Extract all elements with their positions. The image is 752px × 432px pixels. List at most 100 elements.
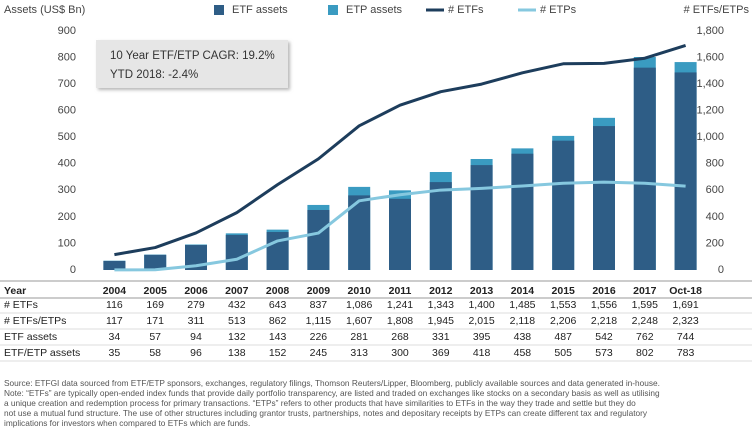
y2-tick-label: 1,000 [696, 131, 724, 143]
x-tick-label: 2009 [307, 285, 331, 297]
y-axis-label: Assets (US$ Bn) [4, 4, 85, 16]
table-cell: 2,218 [591, 315, 617, 327]
legend-label: # ETPs [540, 4, 577, 16]
table-cell: 169 [146, 299, 164, 311]
table-cell: 226 [310, 331, 328, 343]
x-tick-label: 2011 [389, 285, 412, 297]
y2-tick-label: 0 [718, 264, 724, 276]
footnote: a unique creation and redemption process… [4, 398, 636, 408]
x-tick-label: 2005 [144, 285, 168, 297]
annotation: 10 Year ETF/ETP CAGR: 19.2% [110, 50, 275, 62]
table-cell: 245 [310, 347, 328, 359]
table-cell: 1,691 [672, 299, 698, 311]
table-cell: 171 [146, 315, 164, 327]
y2-tick-label: 400 [706, 211, 724, 223]
table-cell: 1,086 [346, 299, 372, 311]
table-row-label: ETF assets [4, 331, 57, 343]
annotation: YTD 2018: -2.4% [110, 69, 198, 81]
table-cell: 281 [350, 331, 368, 343]
table-cell: 862 [269, 315, 287, 327]
table-cell: 2,323 [672, 315, 698, 327]
table-cell: 418 [473, 347, 491, 359]
y2-tick-label: 200 [706, 237, 724, 249]
bar [593, 126, 615, 271]
annotation-box [96, 40, 288, 88]
table-cell: 268 [391, 331, 409, 343]
table-cell: 132 [228, 331, 246, 343]
table-cell: 487 [554, 331, 572, 343]
bar [103, 260, 126, 270]
bar [674, 72, 697, 270]
table-cell: 1,553 [550, 299, 576, 311]
table-cell: 762 [636, 331, 654, 343]
y-tick-label: 900 [58, 25, 76, 37]
table-cell: 96 [190, 347, 202, 359]
table-cell: 1,115 [306, 315, 332, 327]
table-cell: 2,118 [510, 315, 536, 327]
x-tick-label: 2004 [103, 285, 127, 297]
table-cell: 2,248 [632, 315, 658, 327]
table-cell: 513 [228, 315, 246, 327]
table-cell: 311 [188, 315, 205, 327]
table-cell: 138 [228, 347, 246, 359]
y2-tick-label: 1,200 [696, 105, 724, 117]
x-tick-label: 2010 [348, 285, 372, 297]
table-cell: 331 [432, 331, 450, 343]
table-cell: 300 [391, 347, 409, 359]
y-tick-label: 400 [58, 158, 76, 170]
line [114, 44, 687, 257]
table-cell: 34 [109, 331, 121, 343]
y-tick-label: 500 [58, 131, 76, 143]
bar [348, 195, 371, 270]
table-row-label: ETF/ETP assets [4, 347, 80, 359]
table-cell: 573 [595, 347, 613, 359]
x-tick-label: 2008 [266, 285, 290, 297]
x-tick-label: 2014 [511, 285, 535, 297]
legend-swatch [214, 5, 224, 15]
table-cell: 117 [106, 315, 123, 327]
table-cell: 1,400 [468, 299, 494, 311]
line [114, 180, 686, 272]
footnote: implications for investors when compared… [4, 418, 250, 428]
x-tick-label: 2015 [552, 285, 576, 297]
y2-tick-label: 1,600 [696, 51, 724, 63]
x-tick-label: Oct-18 [669, 285, 702, 297]
table-cell: 58 [149, 347, 161, 359]
table-cell: 1,241 [387, 299, 413, 311]
bar [470, 165, 493, 270]
bar [552, 140, 575, 270]
y2-tick-label: 1,400 [696, 78, 724, 90]
table-cell: 1,945 [428, 315, 454, 327]
table-cell: 116 [106, 299, 123, 311]
table-cell: 505 [554, 347, 572, 359]
legend-label: ETP assets [346, 4, 403, 16]
y2-tick-label: 800 [706, 158, 724, 170]
bar [389, 198, 411, 270]
bar [144, 254, 167, 270]
x-tick-label: 2006 [184, 285, 208, 297]
y-tick-label: 100 [58, 237, 76, 249]
y-tick-label: 0 [70, 264, 76, 276]
table-cell: 783 [677, 347, 695, 359]
footnote: Note: “ETFs” are typically open-ended in… [4, 388, 660, 398]
x-tick-label: 2012 [429, 285, 453, 297]
table-cell: 542 [595, 331, 613, 343]
table-cell: 279 [187, 299, 205, 311]
table-cell: 94 [190, 331, 202, 343]
y-tick-label: 800 [58, 51, 76, 63]
table-cell: 395 [473, 331, 491, 343]
y2-axis-label: # ETFs/ETPs [684, 4, 750, 16]
table-cell: 152 [269, 347, 287, 359]
table-cell: 438 [514, 331, 532, 343]
table-cell: 802 [636, 347, 654, 359]
y2-tick-label: 1,800 [696, 25, 724, 37]
table-cell: 1,808 [387, 315, 413, 327]
bar [307, 209, 330, 270]
table-cell: 1,343 [428, 299, 454, 311]
y-tick-label: 700 [58, 78, 76, 90]
x-tick-label: 2013 [470, 285, 494, 297]
footnote: not use a mutual fund structure. The use… [4, 408, 648, 418]
table-cell: 837 [310, 299, 328, 311]
table-cell: 35 [109, 347, 121, 359]
